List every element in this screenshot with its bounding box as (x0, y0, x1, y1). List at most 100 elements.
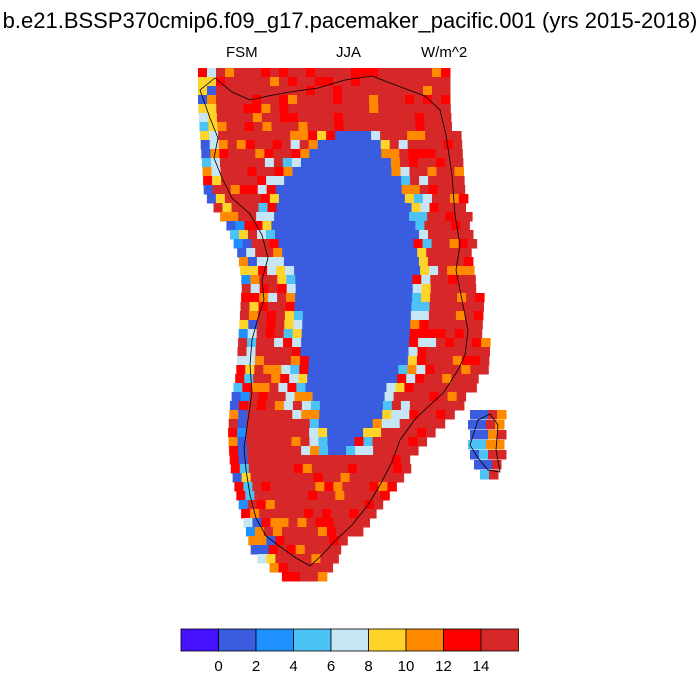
grid-cell (424, 221, 434, 231)
grid-cell (351, 86, 361, 96)
colorbar-boxes (180, 628, 519, 652)
grid-cell (272, 365, 282, 375)
grid-cell (284, 554, 294, 564)
grid-cell (248, 185, 259, 195)
grid-cell (438, 392, 449, 402)
grid-cell (382, 329, 393, 339)
grid-cell (479, 356, 490, 366)
grid-cell (362, 131, 372, 141)
grid-cell (454, 212, 464, 222)
grid-cell (238, 167, 248, 177)
grid-cell (437, 176, 447, 186)
grid-cell (238, 257, 249, 267)
grid-cell (339, 392, 350, 402)
grid-cell (427, 257, 438, 267)
grid-cell (225, 68, 235, 78)
grid-cell (398, 365, 408, 375)
grid-cell (291, 419, 302, 429)
grid-cell (282, 158, 293, 168)
grid-cell (308, 365, 318, 375)
grid-cell (306, 518, 316, 528)
grid-cell (356, 230, 366, 240)
grid-cell (340, 509, 350, 519)
grid-cell (274, 338, 284, 348)
grid-cell (274, 446, 284, 456)
grid-cell (299, 140, 310, 150)
grid-cell (283, 329, 294, 339)
grid-cell (327, 347, 337, 357)
grid-cell (466, 275, 476, 285)
colorbar-box (405, 628, 444, 652)
grid-cell (341, 383, 351, 393)
grid-cell (284, 536, 294, 546)
grid-cell (292, 446, 302, 456)
grid-cell (309, 347, 319, 357)
grid-cell (374, 320, 384, 330)
grid-cell (294, 392, 305, 402)
grid-cell (356, 320, 366, 330)
grid-cell (319, 329, 330, 339)
grid-cell (273, 347, 283, 357)
grid-cell (383, 185, 394, 195)
grid-cell (440, 383, 450, 393)
grid-cell (244, 122, 254, 132)
grid-cell (311, 176, 321, 186)
grid-cell (409, 212, 419, 222)
grid-cell (356, 311, 367, 321)
grid-cell (422, 194, 433, 204)
grid-cell (270, 86, 280, 96)
grid-cell (309, 428, 319, 438)
grid-cell (351, 68, 361, 78)
grid-cell (375, 203, 385, 213)
grid-cell (352, 221, 362, 231)
grid-cell (318, 149, 328, 159)
grid-cell (327, 428, 337, 438)
grid-cell (434, 365, 444, 375)
grid-cell (243, 104, 253, 114)
grid-cell (228, 419, 239, 429)
grid-cell (345, 347, 355, 357)
grid-cell (329, 176, 339, 186)
grid-cell (414, 86, 424, 96)
grid-cell (287, 239, 298, 249)
grid-cell (452, 365, 462, 375)
grid-cell (349, 473, 360, 483)
grid-cell (266, 320, 276, 330)
grid-cell (284, 176, 294, 186)
grid-cell (338, 320, 348, 330)
grid-cell (421, 275, 431, 285)
colorbar-tick-label: 0 (214, 658, 222, 675)
grid-cell (438, 302, 448, 312)
grid-cell (345, 158, 356, 168)
grid-cell (245, 527, 256, 537)
grid-cell (322, 284, 333, 294)
grid-cell (299, 356, 310, 366)
grid-cell (354, 158, 365, 168)
grid-cell (241, 293, 251, 303)
grid-cell (319, 455, 330, 465)
grid-cell (435, 347, 445, 357)
grid-cell (306, 68, 316, 78)
grid-cell (417, 437, 427, 447)
grid-cell (323, 239, 334, 249)
grid-cell (320, 176, 330, 186)
grid-cell (419, 230, 429, 240)
grid-cell (272, 356, 283, 366)
grid-cell (238, 500, 249, 510)
grid-cell (301, 455, 312, 465)
grid-cell (381, 419, 392, 429)
grid-cell (398, 356, 409, 366)
grid-cell (346, 455, 357, 465)
grid-cell (464, 311, 475, 321)
grid-cell (247, 401, 258, 411)
grid-cell (399, 419, 410, 429)
grid-cell (294, 302, 304, 312)
grid-cell (249, 266, 259, 276)
grid-cell (293, 320, 303, 330)
grid-cell (322, 275, 332, 285)
grid-cell (430, 293, 440, 303)
grid-cell (329, 185, 340, 195)
grid-cell (255, 419, 266, 429)
grid-cell (428, 311, 439, 321)
grid-cell (364, 338, 374, 348)
